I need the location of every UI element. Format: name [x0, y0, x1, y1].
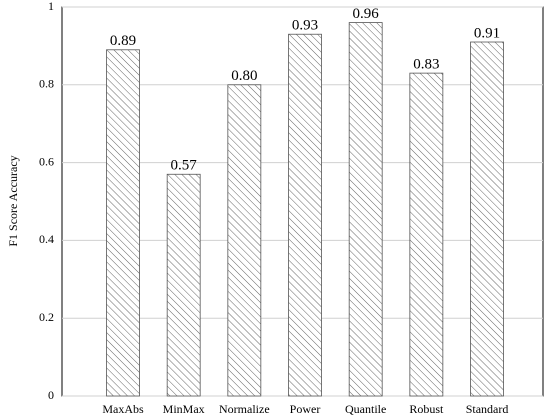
value-label: 0.83 — [413, 57, 439, 73]
bar — [470, 41, 504, 397]
value-label: 0.91 — [474, 25, 500, 41]
value-label: 0.80 — [231, 68, 257, 84]
y-tick-label: 1 — [48, 0, 54, 13]
y-tick-label: 0 — [48, 388, 54, 402]
value-label: 0.93 — [292, 18, 318, 34]
bar — [348, 22, 383, 397]
y-tick-label: 0.8 — [39, 77, 54, 91]
x-tick-label: Standard — [466, 402, 509, 416]
x-tick-label: Normalize — [219, 402, 270, 416]
y-tick-label: 0.2 — [39, 310, 54, 324]
value-label: 0.57 — [171, 158, 198, 174]
value-label: 0.96 — [353, 6, 380, 22]
bar — [227, 84, 262, 397]
x-tick-label: MinMax — [163, 402, 205, 416]
x-tick-label: Power — [290, 402, 321, 416]
y-axis-label: F1 Score Accuracy — [6, 155, 20, 246]
bar — [166, 173, 201, 397]
x-tick-label: Quantile — [345, 402, 386, 416]
value-label: 0.89 — [110, 33, 136, 49]
y-tick-label: 0.6 — [39, 154, 54, 168]
bar — [409, 72, 444, 397]
bar — [288, 33, 322, 397]
x-tick-label: MaxAbs — [102, 402, 144, 416]
x-tick-label: Robust — [409, 402, 444, 416]
bar — [106, 49, 140, 397]
y-tick-label: 0.4 — [39, 232, 54, 246]
